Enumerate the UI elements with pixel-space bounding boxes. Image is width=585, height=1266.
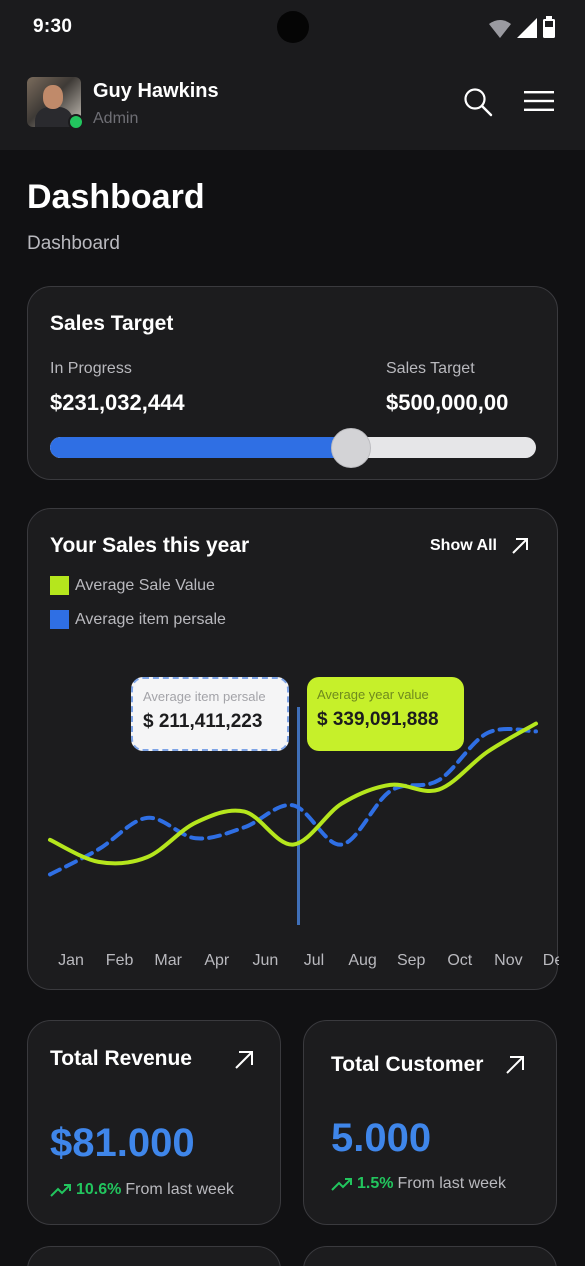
x-tick-label: Jul (304, 952, 324, 969)
x-tick-label: Nov (494, 952, 522, 969)
total-revenue-card[interactable]: Total Revenue $81.000 10.6% From last we… (27, 1020, 281, 1225)
status-icons (489, 16, 555, 38)
trend-up-icon (50, 1184, 71, 1197)
trend-text: From last week (397, 1175, 506, 1192)
total-customer-card[interactable]: Total Customer 5.000 1.5% From last week (303, 1020, 557, 1225)
signal-icon (517, 18, 537, 38)
status-bar: 9:30 (0, 0, 585, 56)
menu-icon[interactable] (524, 89, 554, 113)
x-tick-label: Jun (253, 952, 279, 969)
sales-progress-fill (50, 437, 352, 458)
x-tick-label: Apr (204, 952, 230, 969)
x-tick-label: Oct (447, 952, 472, 969)
sales-target-label: Sales Target (386, 360, 475, 377)
sales-target-value: $500,000,00 (386, 390, 509, 415)
arrow-up-right-icon (512, 538, 528, 554)
x-tick-label: Des (543, 952, 559, 969)
sales-chart-title: Your Sales this year (50, 534, 250, 557)
legend-label: Average Sale Value (75, 576, 215, 594)
in-progress-value: $231,032,444 (50, 390, 185, 415)
total-revenue-trend: 10.6% From last week (50, 1181, 234, 1199)
x-tick-label: Mar (154, 952, 182, 969)
app-header: Guy Hawkins Admin (0, 56, 585, 150)
trend-text: From last week (125, 1181, 234, 1198)
x-tick-label: Jan (58, 952, 84, 969)
total-customer-trend: 1.5% From last week (331, 1175, 506, 1193)
tooltip-label: Average year value (317, 687, 429, 702)
x-tick-label: Aug (348, 952, 376, 969)
total-customer-title: Total Customer (331, 1053, 484, 1076)
camera-cutout (277, 11, 309, 43)
tooltip-value: $ 211,411,223 (143, 711, 263, 732)
breadcrumb[interactable]: Dashboard (27, 233, 120, 254)
search-icon[interactable] (463, 87, 493, 117)
legend-item-sale-value: Average Sale Value (50, 576, 215, 595)
show-all-link[interactable]: Show All (430, 537, 529, 555)
sales-target-card: Sales Target In Progress $231,032,444 Sa… (27, 286, 558, 480)
in-progress-label: In Progress (50, 360, 132, 377)
trend-percent: 10.6% (76, 1181, 122, 1198)
sales-line-chart: Jan Feb Mar Apr Jun Jul Aug Sep Oct Nov Des (48, 707, 559, 969)
user-role: Admin (93, 110, 139, 127)
series-line-average-sale-value (48, 721, 538, 866)
chart-cursor-line (297, 707, 300, 925)
total-revenue-value: $81.000 (50, 1121, 195, 1165)
tooltip-average-year: Average year value $ 339,091,888 (307, 677, 464, 751)
series-line-average-item-persale (48, 727, 538, 877)
wifi-icon (489, 20, 511, 38)
trend-percent: 1.5% (357, 1175, 394, 1192)
tooltip-label: Average item persale (143, 689, 266, 704)
total-revenue-title: Total Revenue (50, 1047, 192, 1070)
legend-item-item-persale: Average item persale (50, 610, 226, 629)
user-name: Guy Hawkins (93, 80, 219, 102)
arrow-up-right-icon[interactable] (233, 1049, 255, 1071)
legend-label: Average item persale (75, 610, 226, 628)
page-title: Dashboard (27, 178, 205, 216)
legend-swatch-green (50, 576, 69, 595)
sales-chart-card: Jan Feb Mar Apr Jun Jul Aug Sep Oct Nov Des Your S… (27, 508, 559, 990)
trend-up-icon (331, 1178, 352, 1191)
stat-card-partial[interactable] (303, 1246, 557, 1266)
sales-target-title: Sales Target (50, 312, 174, 335)
battery-icon (543, 16, 555, 38)
sales-progress-thumb[interactable] (331, 428, 372, 468)
legend-swatch-blue (50, 610, 69, 629)
show-all-label: Show All (430, 537, 497, 554)
x-tick-label: Feb (106, 952, 134, 969)
tooltip-value: $ 339,091,888 (317, 709, 439, 730)
online-status-dot (68, 114, 84, 130)
tooltip-average-item: Average item persale $ 211,411,223 (131, 677, 289, 751)
x-tick-label: Sep (397, 952, 426, 969)
sales-progress-track (50, 437, 536, 458)
total-customer-value: 5.000 (331, 1116, 432, 1160)
status-time: 9:30 (33, 16, 73, 37)
arrow-up-right-icon[interactable] (504, 1054, 526, 1076)
stat-card-partial[interactable] (27, 1246, 281, 1266)
